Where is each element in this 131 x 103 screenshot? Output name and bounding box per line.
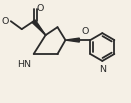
Text: N: N <box>99 65 106 74</box>
Polygon shape <box>32 20 46 35</box>
Polygon shape <box>66 38 79 42</box>
Text: HN: HN <box>17 60 31 69</box>
Text: O: O <box>37 4 44 13</box>
Text: O: O <box>81 27 89 36</box>
Text: O: O <box>1 17 9 26</box>
